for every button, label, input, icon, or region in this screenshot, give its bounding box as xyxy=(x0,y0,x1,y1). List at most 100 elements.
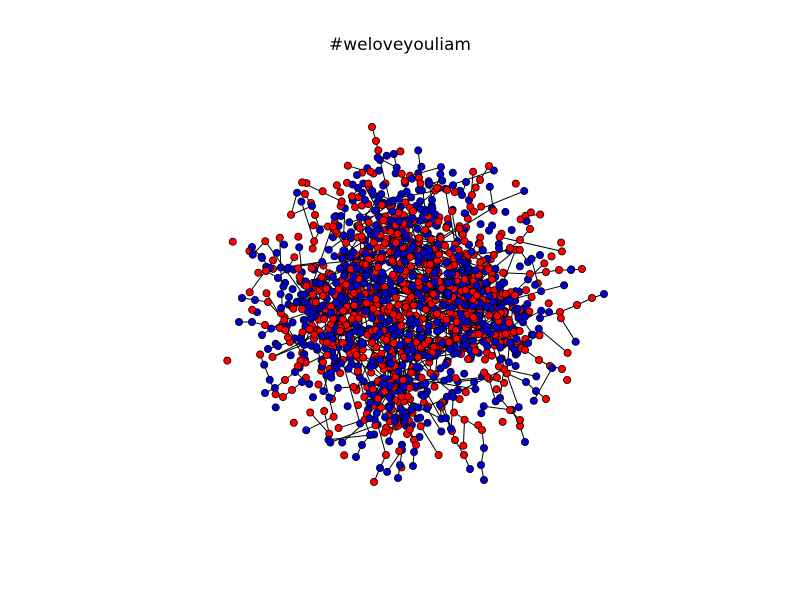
graph-node-red xyxy=(275,233,284,242)
graph-node-blue xyxy=(491,397,500,406)
graph-node-red xyxy=(535,355,544,364)
graph-node-red xyxy=(374,146,383,155)
node-layer xyxy=(223,123,609,486)
graph-node-blue xyxy=(263,344,272,353)
graph-node-red xyxy=(380,387,389,396)
graph-node-blue xyxy=(318,257,327,266)
graph-node-red xyxy=(310,237,319,246)
graph-node-red xyxy=(421,305,430,314)
graph-node-blue xyxy=(470,377,479,386)
graph-node-blue xyxy=(481,279,490,288)
graph-node-blue xyxy=(339,231,348,240)
graph-node-blue xyxy=(477,409,486,418)
graph-node-red xyxy=(349,382,358,391)
graph-node-blue xyxy=(346,338,355,347)
graph-node-red xyxy=(306,408,315,417)
graph-node-blue xyxy=(432,318,441,327)
graph-node-blue xyxy=(537,287,546,296)
graph-node-red xyxy=(317,273,326,282)
graph-node-red xyxy=(308,290,317,299)
graph-node-red xyxy=(495,232,504,241)
graph-node-blue xyxy=(408,461,417,470)
graph-node-blue xyxy=(476,220,485,229)
graph-node-blue xyxy=(472,281,481,290)
graph-node-blue xyxy=(353,281,362,290)
graph-node-red xyxy=(340,451,349,460)
graph-node-blue xyxy=(267,324,276,333)
graph-node-blue xyxy=(273,273,282,282)
graph-node-blue xyxy=(374,166,383,175)
graph-node-red xyxy=(409,301,418,310)
graph-node-red xyxy=(360,392,369,401)
graph-node-blue xyxy=(297,377,306,386)
graph-node-blue xyxy=(276,290,285,299)
graph-node-red xyxy=(371,136,380,145)
graph-node-blue xyxy=(522,217,531,226)
graph-node-red xyxy=(450,435,459,444)
graph-node-blue xyxy=(421,208,430,217)
graph-node-blue xyxy=(307,201,316,210)
graph-node-blue xyxy=(449,393,458,402)
graph-node-blue xyxy=(514,313,523,322)
graph-node-blue xyxy=(422,404,431,413)
graph-node-blue xyxy=(385,437,394,446)
graph-node-red xyxy=(407,368,416,377)
graph-node-blue xyxy=(488,221,497,230)
graph-node-red xyxy=(307,264,316,273)
graph-node-blue xyxy=(370,206,379,215)
graph-node-red xyxy=(476,258,485,267)
graph-node-blue xyxy=(441,360,450,369)
graph-node-red xyxy=(352,351,361,360)
graph-node-blue xyxy=(330,252,339,261)
graph-node-blue xyxy=(414,403,423,412)
graph-node-red xyxy=(385,302,394,311)
graph-node-blue xyxy=(336,264,345,273)
graph-node-red xyxy=(430,382,439,391)
graph-node-red xyxy=(319,358,328,367)
graph-node-blue xyxy=(345,218,354,227)
graph-node-blue xyxy=(365,430,374,439)
graph-node-red xyxy=(353,367,362,376)
graph-node-red xyxy=(337,197,346,206)
graph-node-blue xyxy=(479,402,488,411)
graph-node-blue xyxy=(414,251,423,260)
graph-node-blue xyxy=(386,381,395,390)
graph-node-red xyxy=(449,408,458,417)
graph-node-blue xyxy=(356,328,365,337)
graph-node-blue xyxy=(496,343,505,352)
graph-node-red xyxy=(463,355,472,364)
graph-node-red xyxy=(309,221,318,230)
graph-node-blue xyxy=(349,248,358,257)
graph-edge xyxy=(533,367,553,402)
graph-node-blue xyxy=(531,280,540,289)
graph-node-red xyxy=(472,291,481,300)
graph-node-blue xyxy=(407,405,416,414)
graph-node-blue xyxy=(279,282,288,291)
graph-node-blue xyxy=(408,281,417,290)
graph-node-blue xyxy=(392,249,401,258)
graph-node-blue xyxy=(399,382,408,391)
graph-node-blue xyxy=(425,353,434,362)
graph-node-red xyxy=(498,417,507,426)
graph-node-blue xyxy=(571,337,580,346)
graph-node-red xyxy=(461,388,470,397)
graph-node-blue xyxy=(491,338,500,347)
graph-node-red xyxy=(414,353,423,362)
graph-node-blue xyxy=(382,151,391,160)
graph-node-blue xyxy=(364,226,373,235)
graph-node-red xyxy=(467,190,476,199)
graph-node-red xyxy=(516,235,525,244)
graph-node-blue xyxy=(468,302,477,311)
graph-node-red xyxy=(332,181,341,190)
graph-node-red xyxy=(399,375,408,384)
graph-node-red xyxy=(558,364,567,373)
graph-node-red xyxy=(492,385,501,394)
graph-node-blue xyxy=(338,438,347,447)
graph-node-red xyxy=(401,285,410,294)
graph-node-red xyxy=(475,175,484,184)
graph-node-red xyxy=(516,415,525,424)
graph-node-blue xyxy=(370,274,379,283)
graph-node-blue xyxy=(483,342,492,351)
graph-node-red xyxy=(334,423,343,432)
graph-node-red xyxy=(318,291,327,300)
